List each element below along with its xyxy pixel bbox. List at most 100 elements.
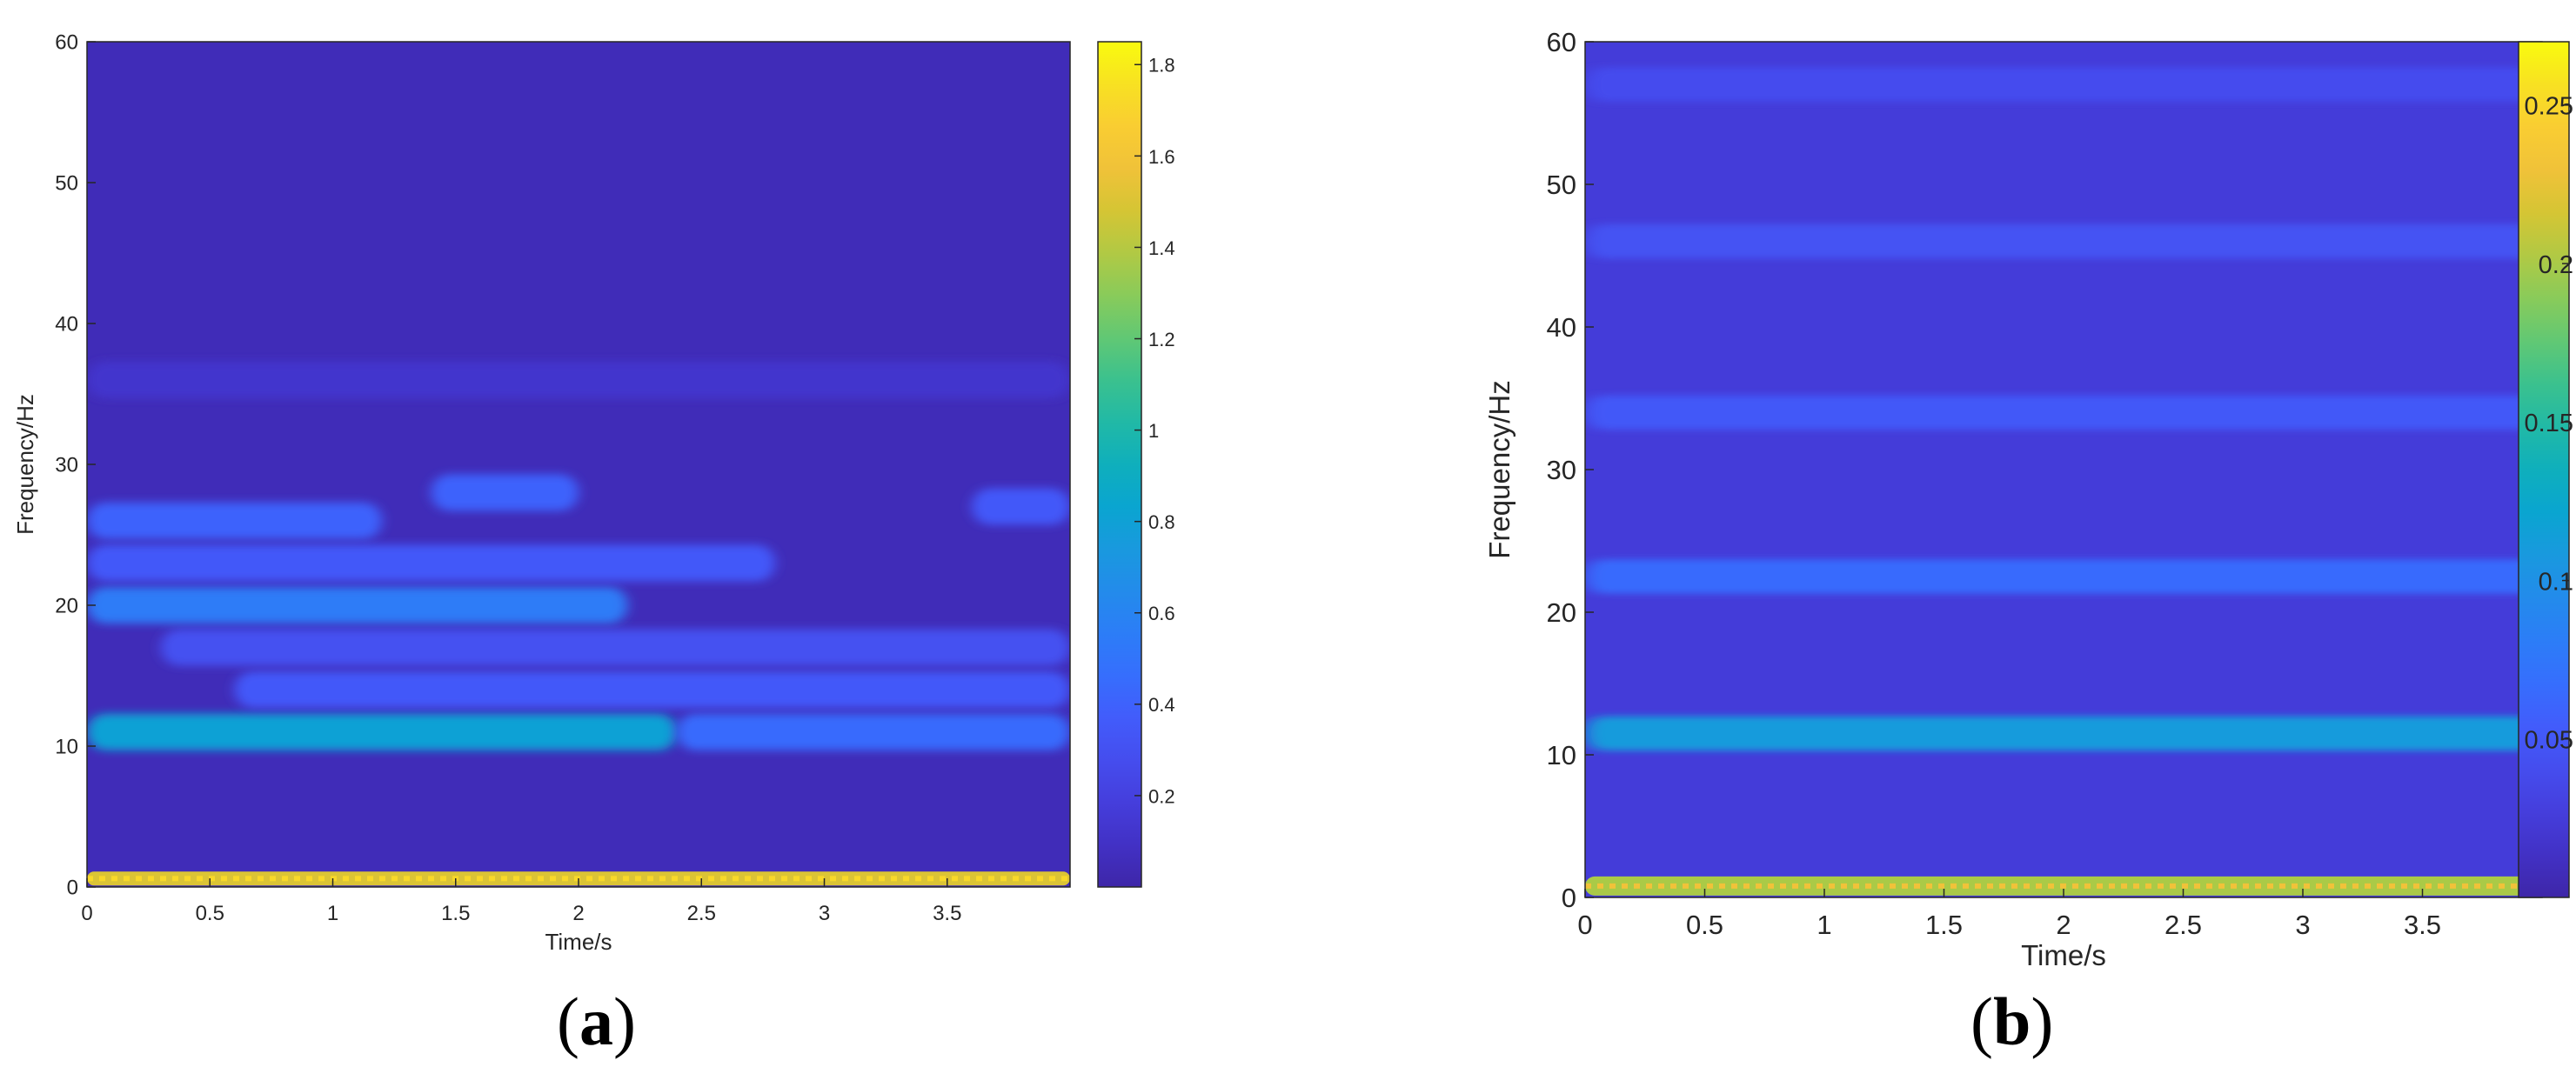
heatmap-texture [1817,883,1823,889]
colorbar-tick-label: 0.2 [2539,251,2573,279]
heatmap-texture [124,876,130,882]
heatmap-texture [1926,883,1932,889]
heatmap-texture [355,876,361,882]
heatmap-texture [2121,883,2127,889]
heatmap-texture [99,876,105,882]
heatmap-texture [2340,883,2346,889]
heatmap-texture [2352,883,2359,889]
heatmap-texture [136,876,142,882]
heatmap-texture [2048,883,2054,889]
heatmap-texture [781,876,787,882]
x-tick-label: 3 [819,902,830,925]
colorbar-tick-label: 0.8 [1148,511,1175,533]
heatmap-texture [2292,883,2298,889]
heatmap-texture [404,876,410,882]
colorbar-tick-label: 1.8 [1148,55,1175,77]
heatmap-texture [2474,883,2480,889]
y-axis-label: Frequency/Hz [12,394,38,535]
heatmap-texture [647,876,653,882]
y-tick-label: 60 [55,30,78,54]
heatmap-texture [489,876,495,882]
heatmap-texture [1634,883,1640,889]
heatmap-band [234,671,1070,709]
colorbar [1097,41,1142,888]
heatmap-texture [2072,883,2078,889]
y-tick-label: 50 [55,171,78,195]
y-tick-label: 40 [55,312,78,336]
heatmap-band [87,544,775,582]
heatmap-texture [477,876,483,882]
heatmap-texture [2218,883,2225,889]
heatmap-texture [793,876,800,882]
heatmap-texture [2267,883,2273,889]
heatmap-texture [769,876,775,882]
colorbar-tick-label: 0.15 [2525,410,2573,437]
heatmap-texture [635,876,641,882]
heatmap-texture [391,876,398,882]
heatmap-texture [830,876,836,882]
heatmap-texture [745,876,751,882]
heatmap-texture [562,876,568,882]
heatmap-texture [806,876,812,882]
heatmap-texture [599,876,605,882]
colorbar-tick-label: 0.25 [2525,93,2573,121]
heatmap-texture [1792,883,1798,889]
heatmap-texture [2231,883,2237,889]
heatmap-bands [87,361,1070,886]
heatmap-band [431,474,579,511]
heatmap-texture [513,876,519,882]
heatmap-band [1585,559,2542,594]
heatmap-band [87,586,628,624]
heatmap-texture [1000,876,1007,882]
heatmap-texture [1670,883,1676,889]
heatmap-texture [1707,883,1713,889]
heatmap-texture [988,876,994,882]
heatmap-band [87,361,1070,398]
heatmap-texture [428,876,434,882]
heatmap-texture [2425,883,2432,889]
heatmap-texture [2450,883,2456,889]
heatmap-texture [1829,883,1835,889]
y-tick-label: 60 [1547,27,1576,57]
heatmap-texture [1853,883,1859,889]
heatmap-texture [1841,883,1847,889]
heatmap-texture [197,876,203,882]
heatmap-texture [1987,883,1993,889]
heatmap-texture [233,876,239,882]
colorbar-tick-label: 1.2 [1148,329,1175,350]
heatmap-texture [952,876,958,882]
heatmap-texture [282,876,288,882]
heatmap-texture [2389,883,2395,889]
heatmap-texture [245,876,251,882]
heatmap-band [1585,716,2542,751]
heatmap-texture [367,876,373,882]
heatmap-texture [525,876,532,882]
heatmap-texture [2279,883,2285,889]
heatmap-texture [1695,883,1701,889]
colorbar-tick-label: 0.4 [1148,694,1175,716]
heatmap-texture [1025,876,1031,882]
y-tick-label: 0 [1562,883,1576,913]
x-tick-label: 1.5 [441,902,470,925]
heatmap-texture [1938,883,1944,889]
y-tick-label: 30 [55,453,78,477]
heatmap-texture [2304,883,2310,889]
heatmap-texture [1743,883,1750,889]
heatmap-texture [501,876,507,882]
colorbar-tick-label: 1 [1148,420,1159,442]
heatmap-texture [1999,883,2005,889]
y-tick-label: 0 [67,876,78,899]
heatmap-texture [1037,876,1043,882]
heatmap-texture [318,876,325,882]
y-tick-label: 40 [1547,312,1576,343]
y-tick-label: 10 [1547,740,1576,770]
colorbar-tick-label: 0.1 [2539,568,2573,596]
x-tick-label: 2.5 [2165,910,2202,940]
heatmap-texture [465,876,471,882]
heatmap-texture [221,876,227,882]
heatmap-texture [611,876,617,882]
heatmap-texture [2109,883,2115,889]
heatmap-texture [1902,883,1908,889]
x-tick-label: 0.5 [196,902,224,925]
heatmap-texture [1865,883,1871,889]
